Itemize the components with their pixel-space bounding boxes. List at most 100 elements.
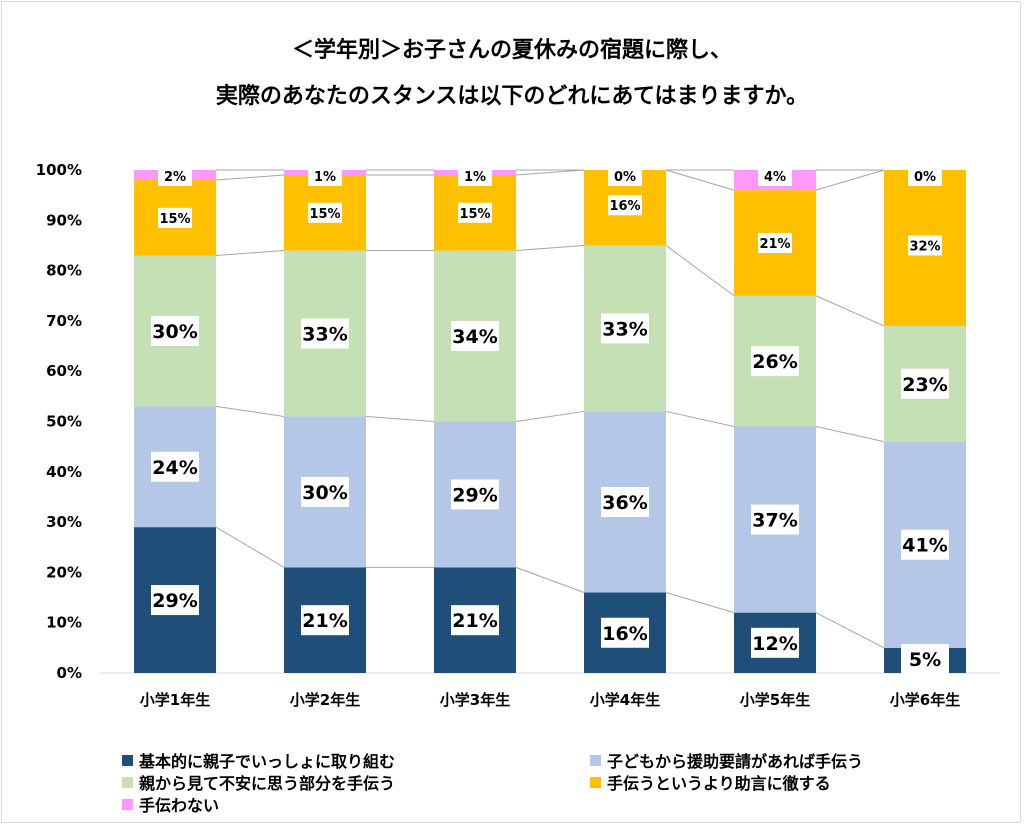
chart-title-line2: 実際のあなたのスタンスは以下のどれにあてはまりますか。 [215, 84, 809, 109]
data-label-box [751, 346, 799, 377]
data-label: 41% [902, 535, 947, 557]
y-tick-label: 40% [46, 463, 82, 481]
data-label-box [908, 235, 942, 256]
data-label: 16% [602, 623, 647, 645]
series-line [515, 566, 585, 593]
data-label: 15% [159, 212, 190, 227]
x-category-label: 小学5年生 [740, 691, 810, 709]
data-label: 5% [909, 649, 941, 671]
series-line [215, 405, 285, 417]
legend-swatch [122, 754, 133, 766]
data-label: 23% [902, 374, 947, 396]
x-category-label: 小学6年生 [890, 691, 960, 709]
legend-item-series-2: 親から見て不安に思う部分を手伝う [122, 770, 395, 794]
chart-title-line1: ＜学年別＞お子さんの夏休みの宿題に際し、 [291, 38, 732, 63]
data-label: 36% [602, 492, 647, 514]
legend-item-series-0: 基本的に親子でいっしょに取り組む [122, 748, 395, 772]
series-line [665, 410, 735, 428]
series-line [365, 415, 435, 422]
data-label-box [301, 318, 349, 349]
legend-swatch [590, 754, 601, 766]
data-label-box [458, 202, 492, 223]
data-label: 33% [302, 323, 347, 345]
series-line [515, 244, 585, 251]
data-label: 16% [609, 199, 640, 214]
data-label: 4% [764, 170, 786, 185]
legend-swatch [122, 798, 133, 810]
data-label-box [601, 617, 649, 648]
data-label: 15% [309, 207, 340, 222]
data-label-box [601, 313, 649, 344]
data-label-box [451, 605, 499, 636]
y-tick-label: 80% [46, 262, 82, 280]
legend-label: 基本的に親子でいっしょに取り組む [139, 752, 396, 771]
legend-label: 親から見て不安に思う部分を手伝う [139, 774, 396, 793]
data-label-box [301, 476, 349, 507]
data-label-box [158, 207, 192, 228]
x-category-label: 小学1年生 [140, 691, 210, 709]
legend-label: 子どもから援助要請があれば手伝う [607, 752, 864, 771]
y-tick-label: 90% [46, 211, 82, 229]
data-label: 29% [452, 484, 497, 506]
data-label-box [901, 644, 949, 674]
data-label: 24% [152, 457, 197, 479]
data-label-box [601, 486, 649, 517]
data-label: 2% [164, 170, 186, 185]
data-label-box [908, 166, 942, 186]
data-label: 33% [602, 318, 647, 340]
data-label-box [608, 195, 642, 216]
data-label-box [901, 368, 949, 399]
data-label-box [308, 202, 342, 223]
series-line [215, 174, 285, 181]
data-label: 1% [464, 170, 486, 185]
data-label-box [451, 320, 499, 351]
data-label-box [751, 504, 799, 535]
y-tick-label: 30% [46, 513, 82, 531]
y-tick-label: 70% [46, 312, 82, 330]
data-label: 29% [152, 590, 197, 612]
data-label-box [901, 529, 949, 560]
data-label-box [151, 585, 199, 616]
data-label: 1% [314, 170, 336, 185]
data-label-box [758, 232, 792, 253]
series-line [815, 295, 885, 327]
data-label-box [301, 605, 349, 636]
data-label: 37% [752, 510, 797, 532]
data-label-box [151, 315, 199, 346]
series-line [815, 426, 885, 443]
y-tick-label: 60% [46, 362, 82, 380]
y-tick-label: 50% [46, 413, 82, 431]
y-tick-label: 0% [57, 664, 82, 682]
data-label-box [451, 479, 499, 510]
data-label-box [608, 166, 642, 186]
series-line [515, 169, 585, 176]
data-label: 12% [752, 633, 797, 655]
legend-item-series-3: 手伝うというより助言に徹する [590, 770, 831, 794]
data-label: 26% [752, 351, 797, 373]
legend-item-series-1: 子どもから援助要請があれば手伝う [590, 748, 863, 772]
series-line [215, 249, 285, 257]
data-label: 21% [302, 610, 347, 632]
legend-swatch [122, 776, 133, 788]
data-label-box [458, 166, 492, 186]
data-label: 21% [452, 610, 497, 632]
data-label-box [751, 627, 799, 658]
data-label-box [758, 166, 792, 186]
data-label: 32% [909, 239, 940, 254]
x-category-label: 小学4年生 [590, 691, 660, 709]
data-label: 30% [152, 321, 197, 343]
data-label-box [151, 451, 199, 482]
series-line [815, 612, 885, 649]
legend-swatch [590, 776, 601, 788]
data-label: 21% [759, 237, 790, 252]
series-line [665, 169, 735, 191]
series-line [515, 410, 585, 422]
legend-item-series-4: 手伝わない [122, 792, 219, 816]
x-category-label: 小学3年生 [440, 691, 510, 709]
legend-label: 手伝わない [139, 796, 220, 815]
x-category-label: 小学2年生 [290, 691, 360, 709]
y-tick-label: 10% [46, 614, 82, 632]
data-label: 0% [614, 170, 636, 185]
